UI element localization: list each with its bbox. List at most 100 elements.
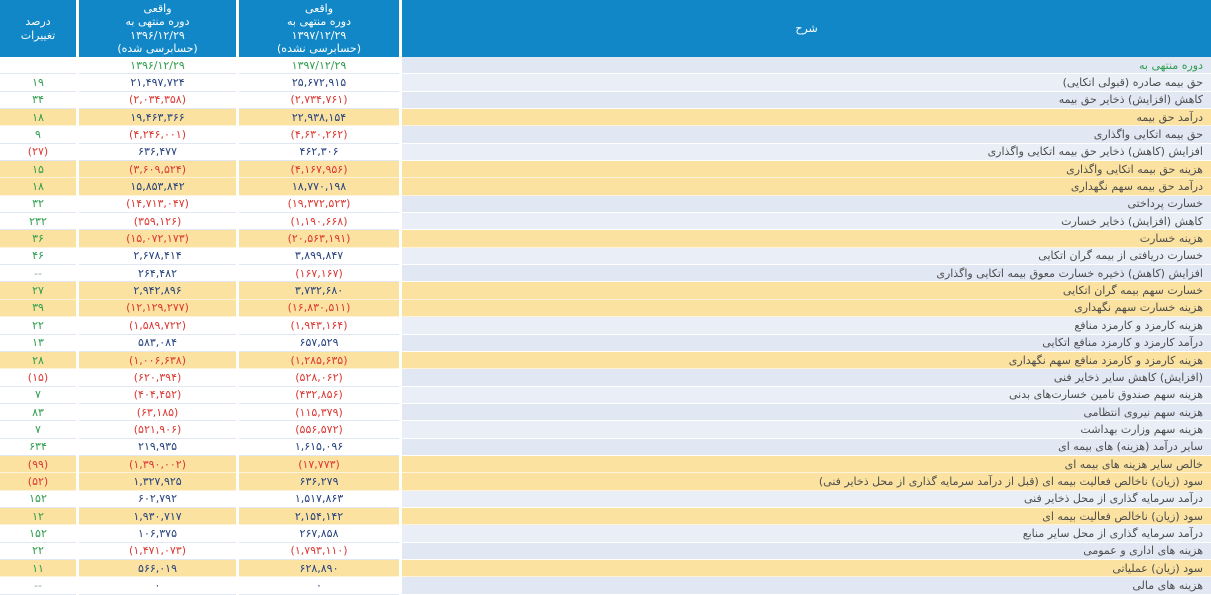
cell-value-1396: ۱۰۶,۳۷۵ [79,525,236,543]
cell-value-1397: ۴۶۲,۳۰۶ [239,143,399,162]
cell-value-1397: ۱,۶۱۵,۰۹۶ [239,438,399,456]
cell-value-1397: ۱۸,۷۷۰,۱۹۸ [239,178,399,196]
cell-description: هزینه سهم صندوق تامین خسارت‌های بدنی [402,386,1211,404]
cell-value-1396: (۶۳,۱۸۵) [79,403,236,422]
cell-percent-change: ۳۶ [0,230,76,248]
cell-description: سود (زیان) عملیاتی [402,559,1211,578]
cell-description: درآمد کارمزد و کارمزد منافع اتکایی [402,334,1211,352]
cell-value-1396: ۱۳۹۶/۱۲/۲۹ [79,57,236,75]
cell-value-1397: ۶۳۶,۲۷۹ [239,473,399,491]
cell-value-1397: ۰ [239,577,399,595]
cell-value-1397: ۳,۷۳۲,۶۸۰ [239,282,399,300]
cell-value-1397: (۱,۲۸۵,۶۳۵) [239,351,399,370]
cell-value-1397: ۲۶۷,۸۵۸ [239,525,399,543]
cell-value-1397: (۱,۱۹۰,۶۶۸) [239,213,399,231]
cell-value-1396: ۲,۹۴۲,۸۹۶ [79,282,236,300]
cell-value-1397: (۱۹,۳۷۲,۵۲۳) [239,195,399,214]
cell-value-1397: ۲۲,۹۳۸,۱۵۴ [239,109,399,127]
cell-percent-change: (۵۲) [0,473,76,491]
cell-value-1396: ۲۱,۴۹۷,۷۲۴ [79,74,236,92]
cell-percent-change: ۱۱ [0,559,76,578]
cell-description: سایر درآمد (هزینه) های بیمه ای [402,438,1211,456]
cell-percent-change: ۹ [0,126,76,144]
cell-percent-change: ۳۹ [0,299,76,318]
cell-value-1396: (۴۰۴,۴۵۲) [79,386,236,404]
cell-value-1396: ۱۹,۴۶۳,۳۶۶ [79,109,236,127]
cell-description: هزینه کارمزد و کارمزد منافع سهم نگهداری [402,351,1211,370]
cell-description: خالص سایر هزینه های بیمه ای [402,455,1211,474]
cell-description: هزینه کارمزد و کارمزد منافع [402,317,1211,335]
cell-value-1397: ۱۳۹۷/۱۲/۲۹ [239,57,399,75]
cell-description: درآمد سرمایه گذاری از محل سایر منابع [402,525,1211,543]
cell-value-1397: ۶۲۸,۸۹۰ [239,559,399,578]
cell-percent-change [0,57,76,75]
cell-percent-change: ۱۸ [0,178,76,196]
cell-value-1396: (۴,۲۴۶,۰۰۱) [79,126,236,144]
cell-value-1397: (۵۵۶,۵۷۲) [239,421,399,439]
cell-percent-change: ۳۲ [0,195,76,214]
cell-value-1396: ۵۸۳,۰۸۴ [79,334,236,352]
cell-value-1396: ۵۶۶,۰۱۹ [79,559,236,578]
cell-percent-change: -- [0,577,76,595]
cell-value-1397: (۴,۶۳۰,۲۶۲) [239,126,399,144]
cell-value-1396: (۱۲,۱۲۹,۲۷۷) [79,299,236,318]
cell-description: حق بیمه اتکایی واگذاری [402,126,1211,144]
cell-value-1396: ۶۰۲,۷۹۲ [79,490,236,508]
cell-value-1397: ۲۵,۶۷۲,۹۱۵ [239,74,399,92]
cell-value-1397: (۱۶,۸۳۰,۵۱۱) [239,299,399,318]
cell-description: هزینه سهم وزارت بهداشت [402,421,1211,439]
column-header-actual-1396: واقعی دوره منتهی به ۱۳۹۶/۱۲/۲۹ (حسابرسی … [79,0,236,57]
cell-description: هزینه های مالی [402,577,1211,595]
cell-value-1396: ۰ [79,577,236,595]
cell-description: سود (زیان) ناخالص فعالیت بیمه ای (قبل از… [402,473,1211,491]
cell-value-1397: (۱۱۵,۳۷۹) [239,403,399,422]
cell-description: افزایش (کاهش) ذخایر حق بیمه اتکایی واگذا… [402,143,1211,162]
cell-description: هزینه خسارت سهم نگهداری [402,299,1211,318]
cell-percent-change: ۷ [0,421,76,439]
cell-value-1396: (۱,۰۰۶,۶۳۸) [79,351,236,370]
cell-description: کاهش (افزایش) ذخایر خسارت [402,213,1211,231]
cell-value-1397: (۱۶۷,۱۶۷) [239,265,399,283]
cell-description: درآمد حق بیمه سهم نگهداری [402,178,1211,196]
cell-value-1396: ۶۳۶,۴۷۷ [79,143,236,162]
cell-description: کاهش (افزایش) ذخایر حق بیمه [402,91,1211,110]
cell-percent-change: ۱۸ [0,109,76,127]
cell-percent-change: ۱۵۲ [0,490,76,508]
cell-value-1396: ۲۱۹,۹۳۵ [79,438,236,456]
cell-percent-change: ۱۵ [0,161,76,179]
cell-value-1396: (۶۲۰,۳۹۴) [79,369,236,387]
cell-percent-change: ۱۲ [0,507,76,526]
cell-value-1396: ۱,۳۲۷,۹۲۵ [79,473,236,491]
cell-percent-change: ۲۳۲ [0,213,76,231]
cell-value-1397: ۲,۱۵۴,۱۴۲ [239,507,399,526]
cell-percent-change: ۲۲ [0,317,76,335]
cell-percent-change: ۱۵۲ [0,525,76,543]
cell-percent-change: ۲۲ [0,542,76,560]
cell-percent-change: ۳۴ [0,91,76,110]
cell-value-1397: (۵۲۸,۰۶۲) [239,369,399,387]
cell-description: هزینه سهم نیروی انتظامی [402,403,1211,422]
cell-value-1396: ۱۵,۸۵۳,۸۴۲ [79,178,236,196]
cell-value-1396: (۳,۶۰۹,۵۲۴) [79,161,236,179]
cell-percent-change: ۲۷ [0,282,76,300]
cell-description: دوره منتهی به [402,57,1211,75]
cell-value-1397: (۱۷,۷۷۳) [239,455,399,474]
cell-value-1396: (۲,۰۳۴,۳۵۸) [79,91,236,110]
cell-value-1397: ۶۵۷,۵۲۹ [239,334,399,352]
column-header-percent-change: درصد تغییرات [0,0,76,57]
cell-description: هزینه خسارت [402,230,1211,248]
cell-percent-change: ۱۹ [0,74,76,92]
cell-value-1397: (۲,۷۳۴,۷۶۱) [239,91,399,110]
cell-description: هزینه های اداری و عمومی [402,542,1211,560]
cell-value-1397: ۱,۵۱۷,۸۶۳ [239,490,399,508]
cell-value-1397: (۲۰,۵۶۳,۱۹۱) [239,230,399,248]
cell-value-1397: (۱,۷۹۳,۱۱۰) [239,542,399,560]
cell-description: خسارت پرداختی [402,195,1211,214]
cell-description: درآمد سرمایه گذاری از محل ذخایر فنی [402,490,1211,508]
cell-description: افزایش (کاهش) ذخیره خسارت معوق بیمه اتکا… [402,265,1211,283]
cell-percent-change: ۲۸ [0,351,76,370]
cell-value-1396: ۱,۹۳۰,۷۱۷ [79,507,236,526]
cell-percent-change: ۸۳ [0,403,76,422]
